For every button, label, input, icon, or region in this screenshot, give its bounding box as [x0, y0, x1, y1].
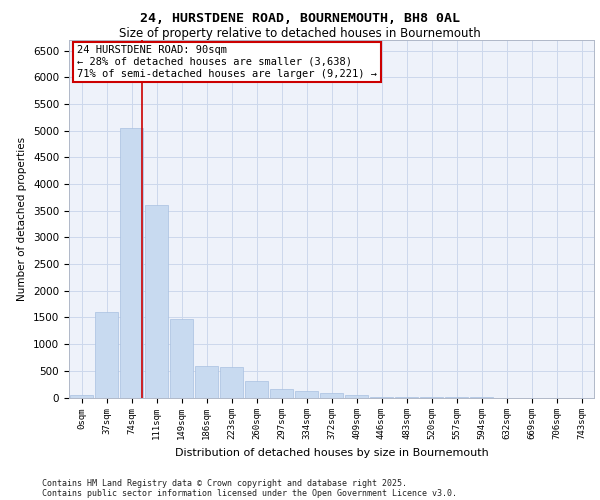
Bar [120, 128, 143, 398]
Bar [320, 394, 343, 398]
Text: 24, HURSTDENE ROAD, BOURNEMOUTH, BH8 0AL: 24, HURSTDENE ROAD, BOURNEMOUTH, BH8 0AL [140, 12, 460, 26]
Bar [170, 318, 193, 398]
Bar [245, 381, 268, 398]
X-axis label: Distribution of detached houses by size in Bournemouth: Distribution of detached houses by size … [175, 448, 488, 458]
Bar [70, 394, 93, 398]
Bar [270, 390, 293, 398]
Bar [195, 366, 218, 398]
Text: 24 HURSTDENE ROAD: 90sqm
← 28% of detached houses are smaller (3,638)
71% of sem: 24 HURSTDENE ROAD: 90sqm ← 28% of detach… [77, 46, 377, 78]
Text: Contains public sector information licensed under the Open Government Licence v3: Contains public sector information licen… [42, 488, 457, 498]
Bar [295, 391, 318, 398]
Text: Size of property relative to detached houses in Bournemouth: Size of property relative to detached ho… [119, 28, 481, 40]
Bar [345, 395, 368, 398]
Bar [220, 366, 243, 398]
Bar [95, 312, 118, 398]
Y-axis label: Number of detached properties: Number of detached properties [17, 136, 28, 301]
Text: Contains HM Land Registry data © Crown copyright and database right 2025.: Contains HM Land Registry data © Crown c… [42, 478, 407, 488]
Bar [145, 206, 168, 398]
